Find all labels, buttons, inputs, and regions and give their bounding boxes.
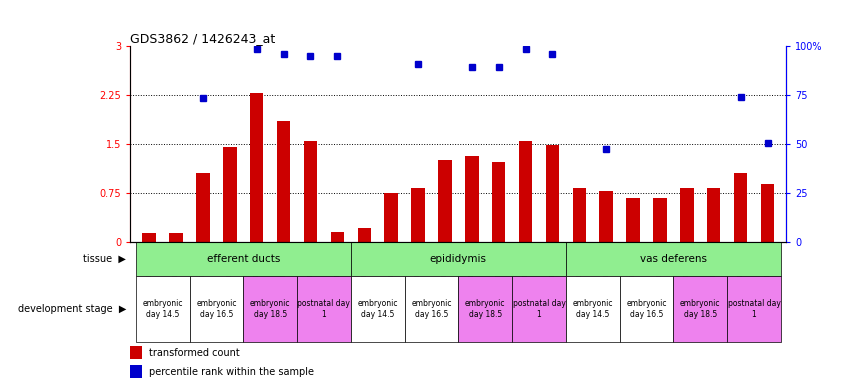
Bar — [573, 189, 586, 242]
Bar — [566, 242, 781, 276]
Bar — [492, 162, 505, 242]
Text: development stage  ▶: development stage ▶ — [18, 304, 126, 314]
Text: postnatal day
1: postnatal day 1 — [512, 300, 565, 319]
Text: efferent ducts: efferent ducts — [207, 254, 280, 264]
Bar — [243, 276, 297, 342]
Bar — [331, 232, 344, 242]
Text: GDS3862 / 1426243_at: GDS3862 / 1426243_at — [130, 32, 276, 45]
Bar — [411, 189, 425, 242]
Bar — [546, 145, 559, 242]
Bar — [674, 276, 727, 342]
Bar — [189, 276, 243, 342]
Bar — [169, 233, 182, 242]
Text: embryonic
day 14.5: embryonic day 14.5 — [573, 300, 613, 319]
Bar — [135, 276, 189, 342]
Text: embryonic
day 18.5: embryonic day 18.5 — [250, 300, 290, 319]
Bar — [304, 141, 317, 242]
Bar — [512, 276, 566, 342]
Bar — [223, 147, 236, 242]
Bar — [438, 161, 452, 242]
Bar — [519, 141, 532, 242]
Text: transformed count: transformed count — [149, 348, 240, 358]
Bar — [600, 191, 613, 242]
Text: embryonic
day 16.5: embryonic day 16.5 — [411, 300, 452, 319]
Text: embryonic
day 14.5: embryonic day 14.5 — [142, 300, 182, 319]
Bar — [357, 228, 371, 242]
Bar — [761, 184, 775, 242]
Bar — [680, 189, 694, 242]
Text: epididymis: epididymis — [430, 254, 487, 264]
Bar — [566, 276, 620, 342]
Text: percentile rank within the sample: percentile rank within the sample — [149, 367, 314, 377]
Text: postnatal day
1: postnatal day 1 — [298, 300, 351, 319]
Bar — [351, 242, 566, 276]
Bar — [620, 276, 674, 342]
Text: postnatal day
1: postnatal day 1 — [727, 300, 780, 319]
Bar — [130, 365, 142, 378]
Bar — [653, 197, 667, 242]
Text: tissue  ▶: tissue ▶ — [83, 254, 126, 264]
Bar — [142, 233, 156, 242]
Bar — [384, 193, 398, 242]
Bar — [627, 197, 640, 242]
Bar — [465, 156, 479, 242]
Bar — [135, 242, 351, 276]
Bar — [130, 346, 142, 359]
Bar — [707, 189, 721, 242]
Text: vas deferens: vas deferens — [640, 254, 707, 264]
Bar — [734, 174, 748, 242]
Text: embryonic
day 18.5: embryonic day 18.5 — [680, 300, 721, 319]
Text: embryonic
day 16.5: embryonic day 16.5 — [196, 300, 236, 319]
Bar — [405, 276, 458, 342]
Bar — [250, 93, 263, 242]
Bar — [351, 276, 405, 342]
Bar — [727, 276, 781, 342]
Bar — [196, 174, 209, 242]
Text: embryonic
day 14.5: embryonic day 14.5 — [357, 300, 398, 319]
Bar — [277, 121, 290, 242]
Bar — [458, 276, 512, 342]
Text: embryonic
day 16.5: embryonic day 16.5 — [627, 300, 667, 319]
Text: embryonic
day 18.5: embryonic day 18.5 — [465, 300, 505, 319]
Bar — [297, 276, 351, 342]
